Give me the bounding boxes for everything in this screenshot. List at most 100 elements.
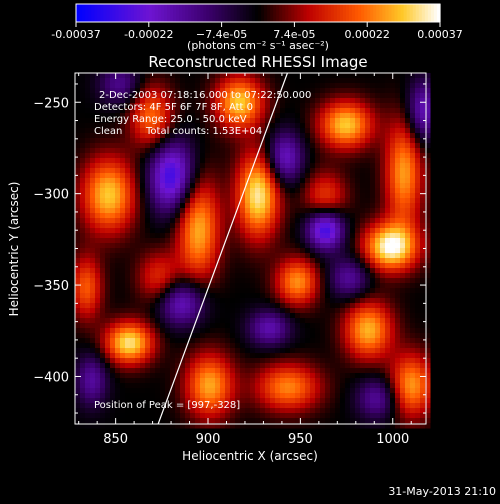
heatmap-cell [395,98,401,104]
heatmap-cell [370,383,376,389]
heatmap-cell [390,273,396,279]
heatmap-cell [265,308,271,314]
heatmap-cell [250,338,256,344]
heatmap-cell [130,303,136,309]
heatmap-cell [85,83,91,89]
heatmap-cell [385,313,391,319]
heatmap-cell [205,273,211,279]
heatmap-cell [125,308,131,314]
heatmap-cell [230,373,236,379]
heatmap-cell [345,333,351,339]
heatmap-cell [295,163,301,169]
heatmap-cell [345,133,351,139]
heatmap-cell [100,323,106,329]
heatmap-cell [405,148,411,154]
heatmap-cell [210,193,216,199]
heatmap-cell [220,213,226,219]
heatmap-cell [335,323,341,329]
heatmap-cell [245,213,251,219]
heatmap-cell [420,263,426,269]
heatmap-cell [370,188,376,194]
heatmap-cell [385,363,391,369]
heatmap-cell [290,393,296,399]
heatmap-cell [270,343,276,349]
heatmap-cell [275,73,281,79]
heatmap-cell [180,278,186,284]
heatmap-cell [150,363,156,369]
heatmap-cell [325,258,331,264]
heatmap-cell [90,148,96,154]
heatmap-cell [335,213,341,219]
heatmap-cell [155,278,161,284]
heatmap-cell [240,388,246,394]
heatmap-cell [320,153,326,159]
heatmap-cell [215,328,221,334]
heatmap-cell [80,218,86,224]
heatmap-cell [160,208,166,214]
heatmap-cell [225,308,231,314]
heatmap-cell [385,73,391,79]
heatmap-cell [80,323,86,329]
heatmap-cell [215,183,221,189]
heatmap-cell [295,238,301,244]
heatmap-cell [195,178,201,184]
heatmap-cell [295,208,301,214]
heatmap-cell [235,138,241,144]
heatmap-cell [310,333,316,339]
heatmap-cell [250,308,256,314]
heatmap-cell [220,268,226,274]
heatmap-cell [95,183,101,189]
heatmap-cell [150,263,156,269]
heatmap-cell [295,288,301,294]
heatmap-cell [295,133,301,139]
heatmap-cell [185,153,191,159]
heatmap-cell [135,313,141,319]
heatmap-cell [230,273,236,279]
heatmap-cell [235,323,241,329]
heatmap-cell [195,263,201,269]
heatmap-cell [255,333,261,339]
heatmap-cell [140,323,146,329]
heatmap-cell [270,273,276,279]
heatmap-cell [255,408,261,414]
heatmap-cell [75,253,81,259]
heatmap-cell [140,318,146,324]
heatmap-cell [260,263,266,269]
heatmap-cell [225,268,231,274]
heatmap-cell [85,98,91,104]
heatmap-cell [370,178,376,184]
heatmap-cell [210,148,216,154]
heatmap-cell [240,348,246,354]
heatmap-cell [145,363,151,369]
heatmap-cell [420,73,426,79]
heatmap-cell [300,108,306,114]
heatmap-cell [375,358,381,364]
heatmap-cell [215,238,221,244]
heatmap-cell [300,263,306,269]
heatmap-cell [140,198,146,204]
heatmap-cell [415,123,421,129]
heatmap-cell [395,108,401,114]
heatmap-cell [75,278,81,284]
heatmap-cell [105,203,111,209]
heatmap-cell [110,263,116,269]
heatmap-cell [90,373,96,379]
heatmap-cell [110,213,116,219]
heatmap-cell [235,333,241,339]
heatmap-cell [305,153,311,159]
heatmap-cell [85,113,91,119]
heatmap-cell [240,333,246,339]
heatmap-cell [350,338,356,344]
heatmap-cell [105,173,111,179]
heatmap-cell [305,113,311,119]
heatmap-cell [345,218,351,224]
heatmap-cell [335,343,341,349]
heatmap-cell [335,153,341,159]
heatmap-cell [150,153,156,159]
heatmap-cell [370,368,376,374]
heatmap-cell [355,113,361,119]
heatmap-cell [210,233,216,239]
heatmap-cell [320,163,326,169]
heatmap-cell [220,73,226,79]
heatmap-cell [385,208,391,214]
